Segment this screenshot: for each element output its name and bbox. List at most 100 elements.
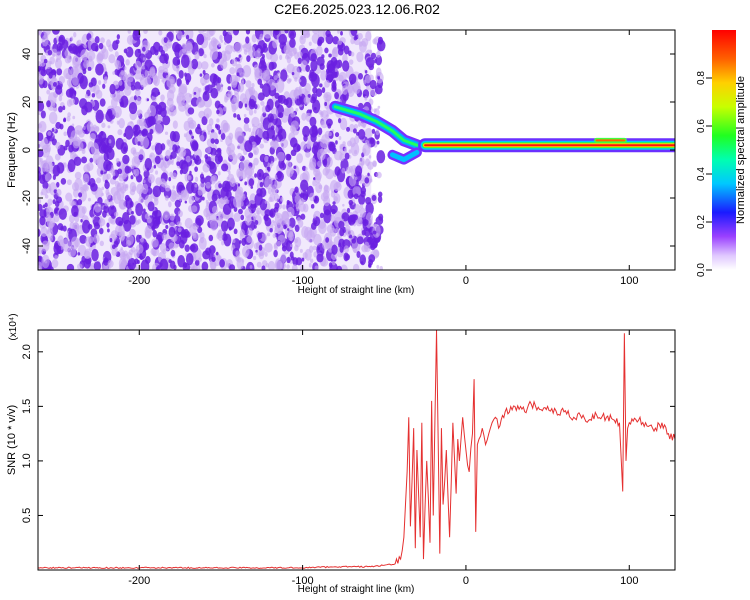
noise-blob — [154, 155, 161, 165]
noise-blob — [188, 119, 197, 130]
noise-blob — [158, 101, 167, 112]
noise-blob — [251, 82, 255, 88]
noise-blob — [233, 228, 238, 235]
noise-blob — [38, 110, 41, 115]
noise-blob — [69, 221, 75, 230]
noise-blob — [201, 116, 208, 126]
noise-blob — [194, 166, 199, 172]
noise-blob — [245, 100, 250, 106]
noise-blob — [315, 182, 323, 194]
noise-blob — [189, 223, 197, 236]
noise-blob — [185, 34, 190, 40]
noise-blob — [366, 85, 370, 91]
noise-blob — [328, 262, 333, 268]
noise-blob — [340, 264, 348, 270]
noise-blob — [295, 108, 299, 112]
noise-blob — [258, 172, 262, 177]
noise-blob — [254, 204, 258, 208]
noise-blob — [344, 152, 350, 160]
noise-blob — [355, 165, 363, 177]
noise-blob — [359, 207, 366, 218]
colorbar-tick-label: 0.4 — [696, 167, 707, 181]
noise-blob — [356, 251, 361, 258]
noise-blob — [319, 212, 324, 219]
noise-blob — [151, 210, 158, 220]
noise-blob — [38, 141, 41, 149]
noise-blob — [89, 157, 94, 163]
noise-blob — [113, 240, 119, 248]
noise-blob — [125, 59, 130, 66]
noise-blob — [132, 30, 141, 41]
noise-blob — [269, 193, 276, 202]
noise-blob — [128, 75, 134, 83]
noise-blob — [172, 144, 178, 153]
noise-blob — [143, 30, 148, 35]
noise-blob — [299, 93, 302, 97]
noise-blob — [365, 31, 372, 42]
noise-blob — [330, 252, 338, 261]
noise-blob — [102, 210, 107, 218]
noise-blob — [147, 105, 157, 118]
noise-blob — [120, 69, 125, 76]
noise-blob — [270, 187, 275, 193]
noise-blob — [286, 256, 291, 264]
noise-blob — [118, 80, 123, 86]
noise-blob — [125, 197, 133, 210]
noise-blob — [116, 120, 120, 125]
noise-blob — [79, 75, 88, 90]
noise-blob — [210, 219, 218, 231]
noise-blob — [238, 54, 242, 58]
noise-blob — [138, 234, 142, 239]
noise-blob — [310, 258, 314, 264]
noise-blob — [93, 202, 102, 213]
noise-blob — [98, 131, 107, 143]
noise-blob — [111, 168, 116, 176]
noise-blob — [247, 227, 253, 237]
noise-blob — [321, 87, 326, 94]
noise-blob — [243, 113, 247, 118]
noise-blob — [210, 37, 217, 47]
noise-blob — [86, 162, 94, 171]
noise-blob — [260, 100, 265, 106]
noise-blob — [348, 174, 357, 187]
noise-blob — [352, 263, 360, 270]
noise-blob — [191, 205, 198, 213]
noise-blob — [124, 125, 134, 140]
noise-blob — [43, 58, 48, 64]
noise-blob — [188, 195, 195, 205]
xtick-label: -100 — [292, 275, 314, 287]
noise-blob — [336, 265, 343, 270]
colorbar: 0.0 0.2 0.4 0.6 0.8 Normalized spectral ampl… — [696, 30, 747, 277]
noise-blob — [77, 199, 83, 206]
noise-blob — [291, 65, 300, 80]
noise-blob — [41, 34, 49, 47]
noise-blob — [152, 229, 158, 238]
noise-blob — [360, 186, 367, 195]
noise-blob — [149, 154, 153, 158]
noise-blob — [194, 183, 198, 188]
noise-blob — [56, 51, 62, 60]
noise-blob — [239, 229, 245, 237]
noise-blob — [53, 93, 58, 98]
noise-blob — [201, 261, 209, 270]
noise-blob — [212, 252, 221, 267]
noise-blob — [176, 221, 182, 228]
noise-blob — [364, 177, 370, 184]
noise-blob — [53, 213, 60, 223]
noise-blob — [338, 238, 345, 247]
noise-blob — [286, 154, 292, 161]
noise-blob — [66, 99, 73, 107]
noise-blob — [48, 111, 58, 125]
noise-blob — [238, 208, 243, 215]
noise-blob — [56, 188, 62, 197]
noise-blob — [126, 234, 134, 246]
noise-blob — [117, 168, 123, 175]
noise-blob — [94, 36, 100, 44]
noise-blob — [332, 46, 339, 58]
noise-blob — [330, 204, 338, 214]
noise-blob — [349, 137, 356, 148]
noise-blob — [201, 196, 205, 201]
noise-blob — [376, 150, 386, 164]
noise-blob — [40, 137, 49, 151]
noise-blob — [331, 244, 338, 255]
